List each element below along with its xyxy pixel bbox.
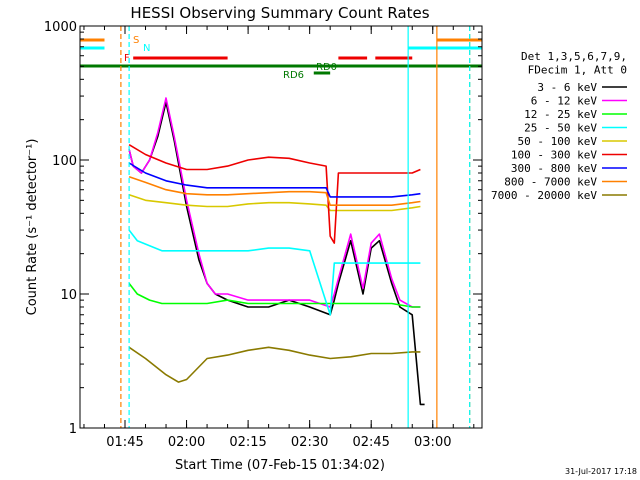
y-axis-ticks: 1 10 100 1000: [44, 20, 482, 437]
x-tick-label-02-45: 02:45: [352, 435, 389, 450]
legend-label-7000-20000-kev: 7000 - 20000 keV: [491, 189, 597, 202]
series-line-800-7000-kev: [128, 175, 421, 206]
x-tick-label-03-00: 03:00: [414, 435, 451, 450]
legend-label-300-800-kev: 300 - 800 keV: [511, 162, 597, 175]
x-tick-label-02-00: 02:00: [168, 435, 205, 450]
legend: Det 1,3,5,6,7,9,FDecim 1, Att 0 3 - 6 keV…: [491, 50, 627, 202]
date-stamp: 31-Jul-2017 17:18: [565, 467, 637, 476]
legend-label-6-12-kev: 6 - 12 keV: [531, 95, 598, 108]
series-line-300-800-kev: [128, 162, 421, 198]
legend-label-100-300-kev: 100 - 300 keV: [511, 149, 597, 162]
flag-label-f: F: [124, 53, 130, 64]
y-tick-label-1: 1: [69, 422, 77, 437]
series-line-100-300-kev: [128, 144, 421, 244]
chart-title: HESSI Observing Summary Count Rates: [130, 4, 429, 22]
legend-header-line-1: Det 1,3,5,6,7,9,: [521, 50, 627, 63]
x-axis-label: Start Time (07-Feb-15 01:34:02): [175, 458, 385, 473]
legend-header-line-2: FDecim 1, Att 0: [528, 64, 627, 77]
x-tick-label-02-15: 02:15: [229, 435, 266, 450]
legend-label-3-6-kev: 3 - 6 keV: [537, 81, 597, 94]
legend-label-12-25-kev: 12 - 25 keV: [524, 108, 597, 121]
y-axis-label: Count Rate (s⁻¹ detector⁻¹): [25, 139, 40, 316]
flag-label-n: N: [143, 43, 150, 54]
plot-frame: [79, 25, 483, 429]
y-tick-label-10: 10: [60, 288, 77, 303]
x-tick-label-01-45: 01:45: [106, 435, 143, 450]
series-line-25-50-kev: [128, 229, 421, 316]
series-line-6-12-kev: [128, 97, 421, 308]
flag-label-rd6: RD6: [283, 70, 304, 81]
series-line-12-25-kev: [128, 282, 421, 308]
flag-label-rd0: RD0: [316, 62, 337, 73]
flag-label-s: S: [133, 35, 139, 46]
y-tick-label-100: 100: [52, 154, 77, 169]
legend-label-800-7000-kev: 800 - 7000 keV: [504, 176, 597, 189]
legend-label-50-100-kev: 50 - 100 keV: [518, 135, 598, 148]
flag-bars-layer: SN F RD0 RD6: [79, 35, 482, 81]
series-line-7000-20000-kev: [128, 346, 421, 383]
x-tick-label-02-30: 02:30: [291, 435, 328, 450]
x-axis-ticks: 01:45 02:00 02:15 02:30 02:45 03:00: [83, 26, 475, 450]
series-line-50-100-kev: [128, 194, 421, 212]
series-layer: [128, 97, 425, 406]
y-tick-label-1000: 1000: [44, 20, 77, 35]
vertical-markers-layer: [120, 26, 471, 428]
legend-label-25-50-kev: 25 - 50 keV: [524, 122, 597, 135]
